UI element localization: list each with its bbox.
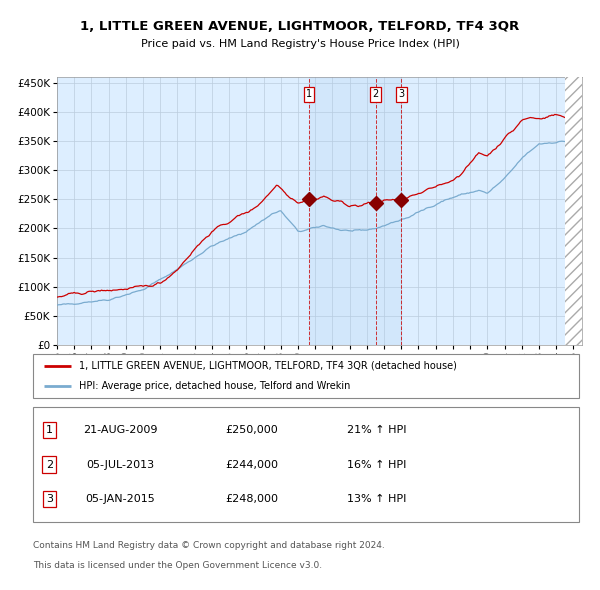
Text: Price paid vs. HM Land Registry's House Price Index (HPI): Price paid vs. HM Land Registry's House … [140, 40, 460, 49]
Text: 2: 2 [373, 89, 379, 99]
Text: 1, LITTLE GREEN AVENUE, LIGHTMOOR, TELFORD, TF4 3QR: 1, LITTLE GREEN AVENUE, LIGHTMOOR, TELFO… [80, 20, 520, 33]
Text: 3: 3 [46, 494, 53, 504]
Bar [565, 77, 590, 345]
Text: £248,000: £248,000 [225, 494, 278, 504]
Text: £244,000: £244,000 [225, 460, 278, 470]
Text: 16% ↑ HPI: 16% ↑ HPI [347, 460, 407, 470]
Text: 21% ↑ HPI: 21% ↑ HPI [347, 425, 407, 435]
Text: £250,000: £250,000 [225, 425, 278, 435]
Text: 3: 3 [398, 89, 404, 99]
Text: 21-AUG-2009: 21-AUG-2009 [83, 425, 158, 435]
Text: Contains HM Land Registry data © Crown copyright and database right 2024.: Contains HM Land Registry data © Crown c… [33, 541, 385, 550]
Bar [565, 53, 590, 345]
Text: 05-JAN-2015: 05-JAN-2015 [85, 494, 155, 504]
Text: HPI: Average price, detached house, Telford and Wrekin: HPI: Average price, detached house, Telf… [79, 381, 351, 391]
FancyBboxPatch shape [33, 354, 579, 398]
Text: This data is licensed under the Open Government Licence v3.0.: This data is licensed under the Open Gov… [33, 560, 322, 570]
Bar [565, 77, 590, 345]
Text: 13% ↑ HPI: 13% ↑ HPI [347, 494, 407, 504]
FancyBboxPatch shape [33, 407, 579, 522]
Text: 2: 2 [46, 460, 53, 470]
Text: 1: 1 [306, 89, 312, 99]
Text: 05-JUL-2013: 05-JUL-2013 [86, 460, 154, 470]
Text: 1: 1 [46, 425, 53, 435]
Bar [309, 77, 401, 345]
Text: 1, LITTLE GREEN AVENUE, LIGHTMOOR, TELFORD, TF4 3QR (detached house): 1, LITTLE GREEN AVENUE, LIGHTMOOR, TELFO… [79, 361, 457, 371]
